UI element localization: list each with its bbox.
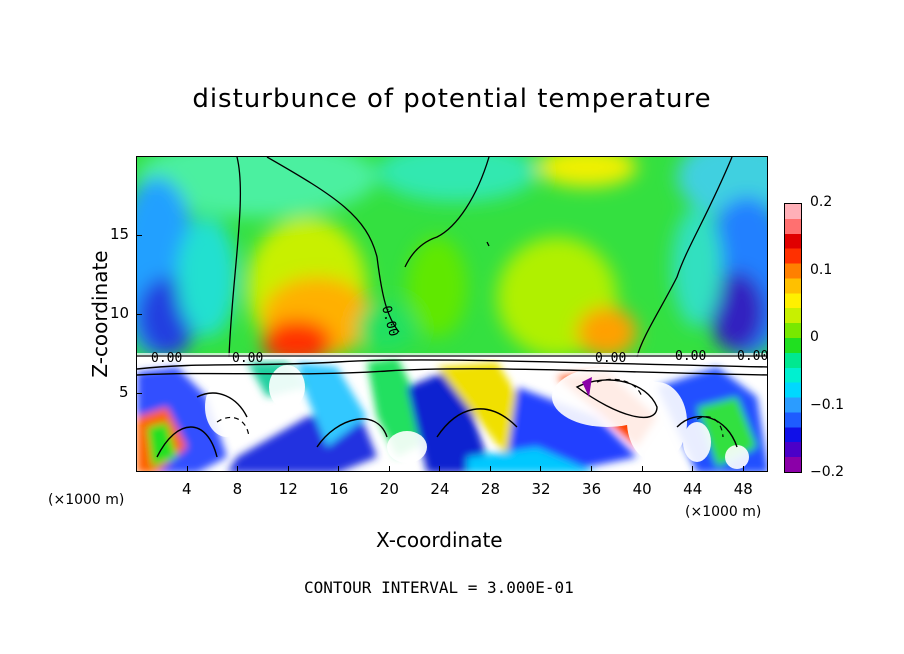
contour-label: 0.00 [151, 351, 182, 366]
colorbar-tick-label: 0.2 [810, 194, 833, 210]
x-tick-mark [237, 466, 239, 472]
y-tick-mark [136, 235, 142, 236]
x-tick-mark [388, 466, 390, 472]
x-tick-label: 48 [733, 480, 753, 498]
x-tick-mark [287, 466, 289, 472]
x-tick-mark [439, 466, 441, 472]
x-tick-label: 40 [632, 480, 652, 498]
colorbar-tick-label: −0.2 [810, 464, 844, 480]
x-tick-label: 16 [329, 480, 349, 498]
x-tick-label: 44 [683, 480, 703, 498]
x-tick-mark [489, 466, 491, 472]
x-tick-mark [338, 466, 340, 472]
contour-label: 0.00 [675, 349, 706, 364]
y-tick-mark [136, 393, 142, 394]
lower-field [137, 355, 767, 471]
x-tick-label: 20 [379, 480, 399, 498]
colorbar-tick-label: −0.1 [810, 396, 844, 413]
x-axis-label: X-coordinate [376, 528, 503, 552]
x-tick-label: 28 [480, 480, 500, 498]
y-tick-label: 10 [110, 304, 130, 322]
heatmap-field: 0.00 0.00 0.00 0.00 0.00 0.00 [137, 157, 768, 471]
x-unit-right: (×1000 m) [685, 504, 762, 520]
heatmap-plot-area: 0.00 0.00 0.00 0.00 0.00 0.00 [136, 156, 768, 472]
x-tick-mark [186, 466, 188, 472]
y-tick-label: 15 [110, 225, 130, 243]
upper-field [137, 157, 767, 359]
y-tick-mark [136, 314, 142, 315]
y-axis-label: Z-coordinate [88, 250, 112, 378]
contour-lines [228, 157, 733, 358]
y-tick-label: 5 [119, 383, 129, 401]
colorbar [784, 203, 802, 473]
contour-label: 0.00 [595, 351, 626, 366]
x-tick-label: 32 [531, 480, 551, 498]
x-tick-label: 8 [232, 480, 243, 498]
x-unit-left: (×1000 m) [48, 492, 125, 508]
x-tick-mark [591, 466, 593, 472]
x-tick-mark [540, 466, 542, 472]
x-tick-label: 4 [182, 480, 192, 498]
contour-label: 0.00 [232, 351, 263, 366]
x-tick-mark [692, 466, 694, 472]
colorbar-tick-label: 0 [810, 329, 819, 345]
chart-title: disturbunce of potential temperature [192, 84, 712, 114]
x-tick-label: 24 [430, 480, 450, 498]
colorbar-tick-label: 0.1 [810, 261, 833, 278]
x-tick-mark [641, 466, 643, 472]
contour-label: 0.00 [737, 349, 768, 364]
x-tick-label: 12 [278, 480, 298, 498]
x-tick-mark [742, 466, 744, 472]
x-tick-label: 36 [582, 480, 602, 498]
contour-interval-note: CONTOUR INTERVAL = 3.000E-01 [304, 578, 574, 597]
